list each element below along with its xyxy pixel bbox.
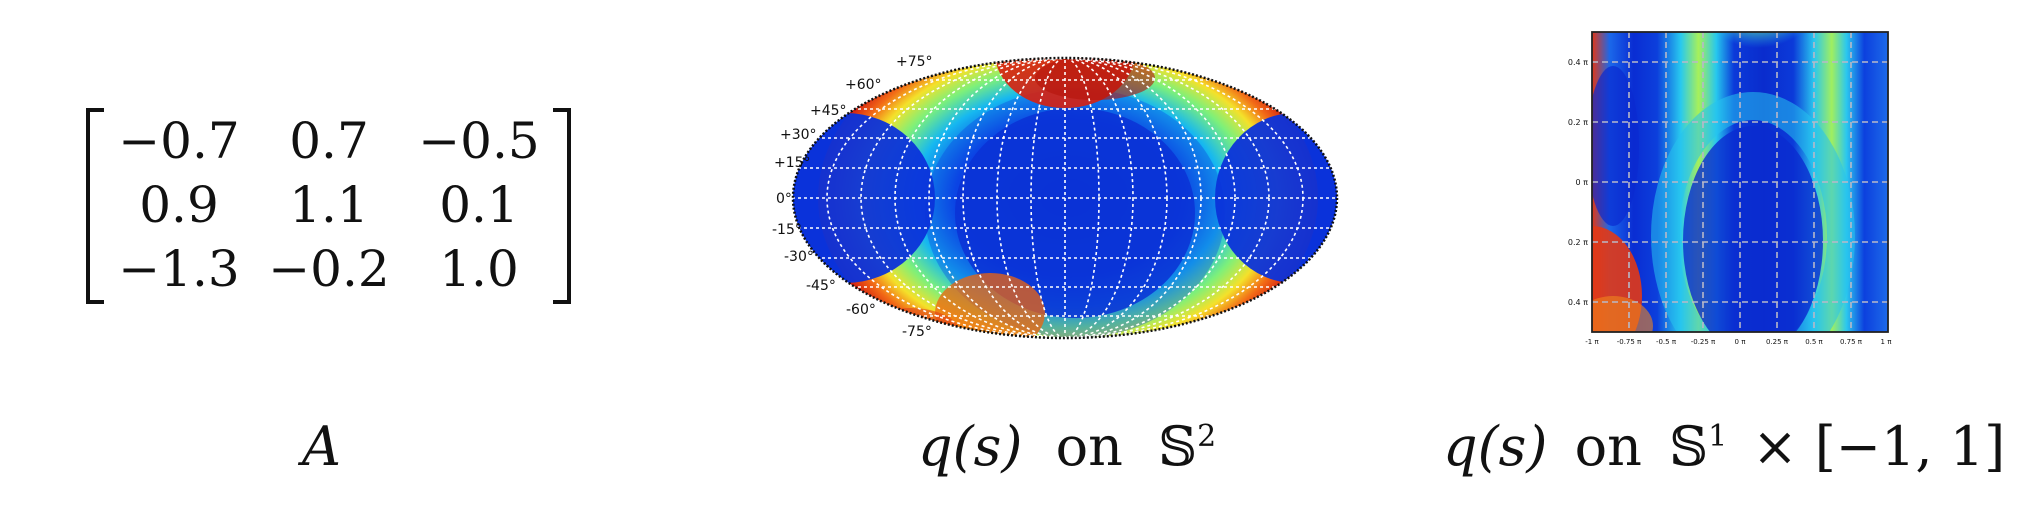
matrix-cell-r1c3: −0.5 [418, 112, 540, 170]
x-tick-label: 0 π [1735, 338, 1747, 346]
x-tick-label: -0.5 π [1656, 338, 1677, 346]
matrix-a: −0.7 0.7 −0.5 0.9 1.1 0.1 −1.3 −0.2 1.0 [86, 100, 571, 310]
x-tick-label: -0.75 π [1617, 338, 1642, 346]
caption-cyl-rest: × [−1, 1] [1752, 415, 2006, 478]
caption-sphere-exp: 2 [1197, 419, 1217, 454]
x-tick-label: 1 π [1881, 338, 1893, 346]
sphere-lat-labels: +75° +60° +45° +30° +15° 0° -15° -30° -4… [772, 54, 933, 340]
lat-label: -30° [784, 249, 814, 265]
cylinder-heatmap: 0.4 π 0.2 π 0 π -0.2 π -0.4 π -1 π -0.75… [1568, 31, 1892, 346]
lat-label: +45° [810, 103, 847, 119]
x-tick-label: 0.25 π [1766, 338, 1789, 346]
lat-label: -60° [846, 302, 876, 318]
sphere-heatmap: +75° +60° +45° +30° +15° 0° -15° -30° -4… [772, 54, 1339, 340]
y-tick-label: 0 π [1576, 178, 1589, 187]
cylinder-frame [1591, 31, 1889, 333]
caption-cyl-fn: q(s) [1443, 415, 1548, 478]
lat-label: -75° [902, 324, 932, 340]
matrix-cell-r3c3: 1.0 [439, 240, 519, 298]
matrix-cell-r3c1: −1.3 [118, 240, 240, 298]
y-tick-label: 0.4 π [1568, 58, 1588, 67]
caption-cyl-exp: 1 [1708, 419, 1728, 454]
caption-sphere-on: on [1055, 415, 1123, 478]
matrix-cell-r3c2: −0.2 [268, 240, 390, 298]
lat-label: +30° [780, 127, 817, 143]
caption-matrix-label: A [302, 415, 341, 478]
caption-sphere-fn: q(s) [918, 415, 1023, 478]
cylinder-color-field [1592, 32, 1888, 332]
lat-label: +75° [896, 54, 933, 70]
sphere-graticule [793, 58, 1337, 338]
x-tick-label: 0.5 π [1805, 338, 1823, 346]
matrix-cell-r2c2: 1.1 [289, 176, 369, 234]
caption-sphere: q(s) on 𝕊2 [918, 415, 1216, 478]
lat-label: +60° [845, 77, 882, 93]
cylinder-y-ticks: 0.4 π 0.2 π 0 π -0.2 π -0.4 π [1568, 58, 1588, 307]
caption-sphere-space: 𝕊 [1158, 415, 1198, 478]
sphere-boundary [791, 56, 1339, 340]
lat-label: 0° [776, 191, 792, 207]
caption-cylinder: q(s) on 𝕊1 × [−1, 1] [1443, 415, 2005, 478]
y-tick-label: -0.4 π [1568, 298, 1588, 307]
caption-cyl-space: 𝕊 [1669, 415, 1709, 478]
lat-label: -45° [806, 278, 836, 294]
x-tick-label: -0.25 π [1691, 338, 1716, 346]
cylinder-grid [1592, 32, 1888, 332]
y-tick-label: 0.2 π [1568, 118, 1588, 127]
x-tick-label: 0.75 π [1840, 338, 1863, 346]
matrix-cell-r1c1: −0.7 [118, 112, 240, 170]
x-tick-label: -1 π [1585, 338, 1599, 346]
lat-label: +15° [774, 155, 811, 171]
y-tick-label: -0.2 π [1568, 238, 1588, 247]
matrix-right-bracket [553, 108, 571, 304]
matrix-cell-r1c2: 0.7 [289, 112, 369, 170]
cylinder-x-ticks: -1 π -0.75 π -0.5 π -0.25 π 0 π 0.25 π 0… [1585, 338, 1892, 346]
caption-cyl-on: on [1574, 415, 1642, 478]
matrix-cell-r2c1: 0.9 [139, 176, 219, 234]
matrix-left-bracket [86, 108, 104, 304]
matrix-cell-r2c3: 0.1 [439, 176, 519, 234]
lat-label: -15° [772, 222, 802, 238]
